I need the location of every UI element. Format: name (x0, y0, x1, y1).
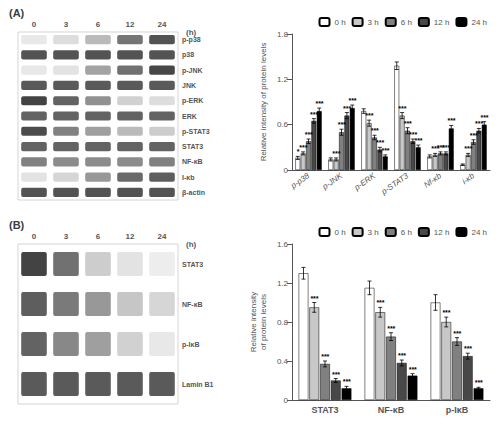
svg-text:***: *** (464, 345, 472, 352)
svg-text:NF-κB: NF-κB (182, 301, 203, 308)
svg-text:β-actin: β-actin (182, 189, 205, 197)
svg-text:1.6: 1.6 (277, 240, 289, 249)
svg-text:of protein levels: of protein levels (259, 294, 268, 350)
svg-text:NF-κB: NF-κB (182, 158, 203, 165)
svg-text:0 h: 0 h (334, 18, 345, 27)
svg-text:6: 6 (96, 20, 101, 29)
svg-text:Relative intensity of protein: Relative intensity of protein levels (259, 43, 268, 162)
svg-text:p-JNK: p-JNK (182, 67, 203, 75)
svg-text:6: 6 (96, 232, 101, 241)
svg-text:***: *** (310, 111, 318, 118)
svg-text:***: *** (310, 295, 318, 302)
svg-text:i-κb: i-κb (460, 171, 476, 186)
svg-text:***: *** (376, 139, 384, 146)
svg-text:(A): (A) (9, 7, 25, 19)
svg-text:***: *** (453, 330, 461, 337)
svg-text:***: *** (464, 145, 472, 152)
svg-text:STAT3: STAT3 (182, 143, 203, 150)
svg-text:1.2: 1.2 (277, 75, 289, 84)
svg-text:***: *** (398, 105, 406, 112)
svg-text:***: *** (332, 150, 340, 157)
svg-text:JNK: JNK (182, 82, 196, 89)
svg-text:3 h: 3 h (368, 228, 379, 237)
svg-text:***: *** (348, 97, 356, 104)
svg-text:***: *** (480, 114, 488, 121)
svg-text:1.8: 1.8 (277, 30, 289, 39)
svg-text:***: *** (414, 137, 422, 144)
svg-text:(h): (h) (186, 28, 197, 37)
svg-text:0: 0 (32, 232, 37, 241)
svg-text:6 h: 6 h (401, 18, 412, 27)
svg-text:p-ERK: p-ERK (352, 171, 378, 193)
svg-text:***: *** (343, 105, 351, 112)
svg-text:0: 0 (284, 396, 289, 405)
svg-text:p-p38: p-p38 (182, 36, 201, 44)
svg-text:3: 3 (64, 232, 69, 241)
svg-text:***: *** (315, 100, 323, 107)
svg-text:***: *** (337, 121, 345, 128)
svg-text:***: *** (332, 371, 340, 378)
svg-text:p-STAT3: p-STAT3 (379, 171, 411, 197)
svg-text:12: 12 (126, 232, 135, 241)
svg-text:3 h: 3 h (368, 18, 379, 27)
svg-text:0.6: 0.6 (277, 120, 289, 129)
svg-text:1.2: 1.2 (277, 279, 289, 288)
svg-text:Nf-κb: Nf-κb (422, 171, 443, 190)
svg-text:24 h: 24 h (471, 18, 487, 27)
svg-text:12 h: 12 h (434, 18, 450, 27)
svg-text:***: *** (447, 117, 455, 124)
svg-text:0 h: 0 h (334, 228, 345, 237)
svg-text:0.4: 0.4 (277, 357, 289, 366)
svg-text:***: *** (376, 299, 384, 306)
svg-text:STAT3: STAT3 (311, 405, 338, 415)
svg-text:STAT3: STAT3 (182, 261, 203, 268)
svg-text:3: 3 (64, 20, 69, 29)
svg-text:0: 0 (32, 20, 37, 29)
svg-text:12 h: 12 h (434, 228, 450, 237)
svg-text:***: *** (475, 120, 483, 127)
svg-text:***: *** (469, 132, 477, 139)
svg-text:I-κb: I-κb (182, 174, 194, 181)
svg-text:***: *** (299, 144, 307, 151)
svg-text:***: *** (387, 325, 395, 332)
svg-text:24: 24 (158, 232, 167, 241)
svg-text:(h): (h) (186, 240, 197, 249)
svg-text:***: *** (304, 131, 312, 138)
svg-text:***: *** (321, 353, 329, 360)
svg-text:Relative intensity: Relative intensity (249, 292, 258, 352)
svg-text:***: *** (408, 366, 416, 373)
svg-text:p-STAT3: p-STAT3 (182, 128, 210, 136)
svg-text:p-ERK: p-ERK (182, 97, 203, 105)
svg-text:Lamin B1: Lamin B1 (182, 381, 214, 388)
svg-text:(B): (B) (9, 219, 25, 231)
svg-text:p-JNK: p-JNK (320, 171, 345, 192)
svg-text:***: *** (403, 120, 411, 127)
svg-text:p-IκB: p-IκB (446, 405, 469, 415)
svg-text:p-IκB: p-IκB (182, 341, 200, 349)
svg-text:p38: p38 (182, 51, 194, 59)
svg-text:NF-κB: NF-κB (378, 405, 405, 415)
svg-text:0.8: 0.8 (277, 318, 289, 327)
svg-text:24 h: 24 h (471, 228, 487, 237)
svg-text:24: 24 (158, 20, 167, 29)
svg-text:***: *** (442, 309, 450, 316)
svg-text:12: 12 (126, 20, 135, 29)
svg-text:***: *** (474, 379, 482, 386)
svg-text:ERK: ERK (182, 113, 197, 120)
svg-text:p-p38: p-p38 (288, 171, 311, 191)
svg-text:***: *** (381, 147, 389, 154)
svg-text:***: *** (370, 127, 378, 134)
svg-text:***: *** (442, 144, 450, 151)
svg-text:0: 0 (284, 166, 289, 175)
svg-text:***: *** (365, 112, 373, 119)
svg-text:***: *** (398, 352, 406, 359)
svg-text:6 h: 6 h (401, 228, 412, 237)
svg-text:***: *** (342, 378, 350, 385)
